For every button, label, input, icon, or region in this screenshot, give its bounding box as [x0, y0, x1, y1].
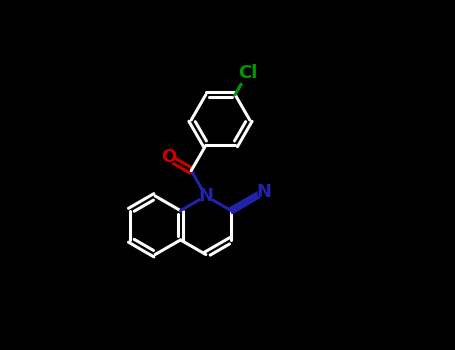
Text: O: O: [161, 148, 176, 167]
Text: N: N: [257, 183, 272, 201]
Text: Cl: Cl: [238, 64, 257, 82]
Text: N: N: [198, 187, 213, 205]
